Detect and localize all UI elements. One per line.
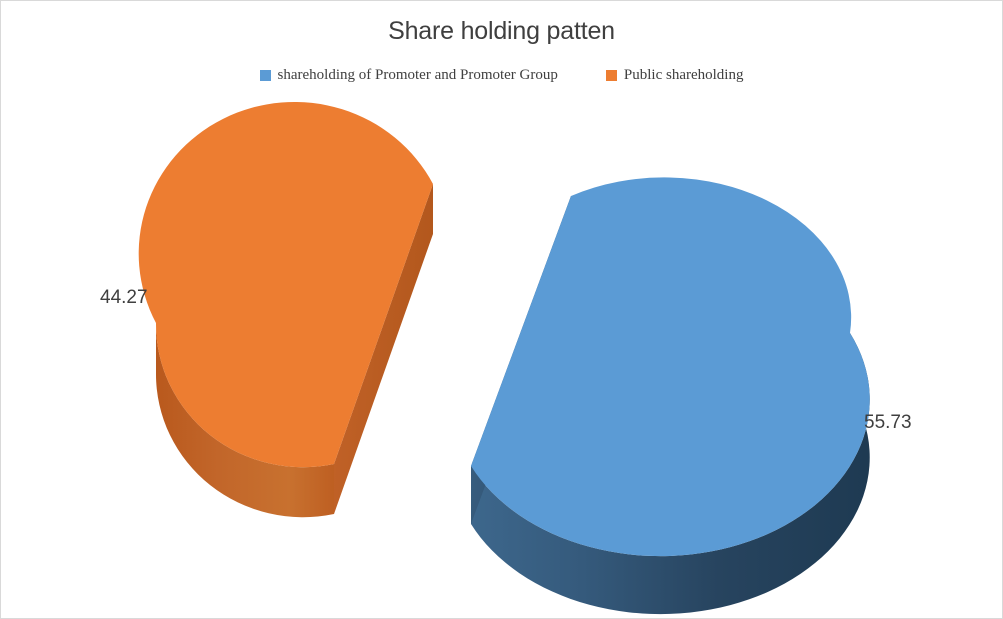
chart-title: Share holding patten: [388, 17, 615, 45]
pie-slice-promoter[interactable]: [471, 177, 870, 615]
legend-swatch-orange-icon: [605, 70, 617, 81]
pie-slice-public-rim: [155, 323, 334, 518]
legend-label-promoter: shareholding of Promoter and Promoter Gr…: [277, 67, 558, 83]
pie-slice-public-cut-face: [334, 184, 433, 514]
pie-slice-public-top: [138, 101, 433, 468]
legend-label-public: Public shareholding: [623, 67, 744, 83]
pie-slice-promoter-top: [471, 177, 870, 557]
legend-item-public[interactable]: Public shareholding: [605, 67, 744, 84]
legend-item-promoter[interactable]: shareholding of Promoter and Promoter Gr…: [259, 67, 558, 84]
pie-slice-promoter-rim: [471, 333, 870, 615]
legend-swatch-blue-icon: [259, 70, 271, 81]
data-label-public: 44.27: [100, 287, 148, 308]
pie-slice-public[interactable]: [138, 101, 433, 518]
chart-legend: shareholding of Promoter and Promoter Gr…: [1, 67, 1002, 84]
data-label-promoter: 55.73: [864, 412, 912, 433]
